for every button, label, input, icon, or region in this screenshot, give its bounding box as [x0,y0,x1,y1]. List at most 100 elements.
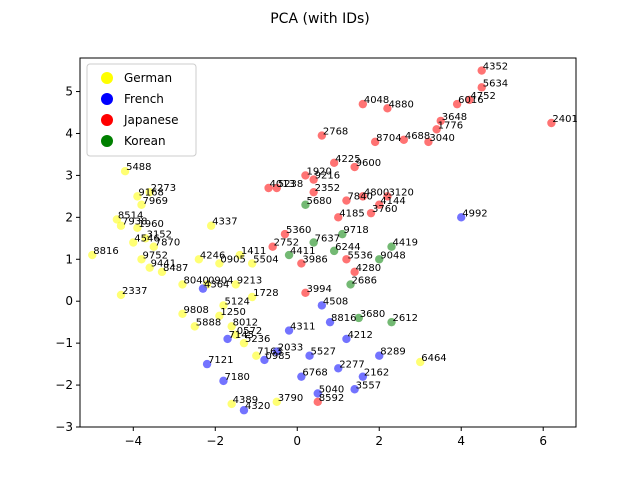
data-point [133,192,142,201]
point-label: 8816 [331,313,356,324]
data-point [424,137,433,147]
data-point [452,99,462,109]
point-label: 8704 [376,133,401,144]
point-label: 7870 [155,238,180,249]
point-label: 5527 [311,347,336,358]
point-label: 6244 [335,242,360,253]
data-point [272,397,281,407]
point-label: 4364 [204,280,229,291]
point-label: 1728 [253,288,278,299]
data-point [325,317,335,327]
data-point [297,372,306,381]
data-point [280,229,290,239]
data-point [202,359,212,369]
point-label: 5634 [483,78,508,89]
point-label: 3680 [360,309,385,320]
data-point [247,292,257,302]
data-point [227,399,236,409]
data-point [231,280,240,289]
data-point [223,334,232,344]
data-point [297,259,306,268]
data-point [178,280,187,289]
data-point [465,95,474,105]
data-point [334,213,343,222]
data-point [194,255,204,264]
point-label: 8012 [233,317,258,328]
point-label: 2277 [339,359,364,370]
data-point [198,284,208,293]
point-label: 3648 [442,112,467,123]
data-point [354,313,363,323]
point-label: 6768 [302,368,327,379]
point-label: 4688 [405,131,430,142]
point-label: 0905 [220,254,245,265]
data-point [375,200,384,209]
data-point [309,175,318,184]
point-label: 3557 [356,380,381,391]
point-label: 1411 [241,246,266,257]
point-label: 7145 [229,330,254,341]
y-tick-label: −2 [55,378,73,392]
point-label: 5680 [306,196,331,207]
data-point [206,221,216,230]
point-label: 9808 [183,305,208,316]
data-point [342,196,351,205]
point-label: 8040 [183,275,208,286]
x-tick-label: 6 [539,434,547,448]
data-point [342,334,351,344]
data-point [416,357,425,367]
data-point [375,351,384,360]
point-label: 3152 [147,229,172,240]
data-point [137,200,146,209]
data-point [157,267,167,277]
data-point [133,223,142,233]
point-label: 9600 [356,158,381,169]
data-point [301,288,310,298]
point-label: 0985 [265,351,290,362]
point-label: 4800 [364,187,389,198]
point-label: 2162 [364,368,389,379]
data-point [358,192,368,201]
data-point [358,372,368,381]
point-label: 7637 [315,234,340,245]
point-label: 4320 [245,401,270,412]
point-label: 4048 [364,95,389,106]
point-label: 9213 [237,275,262,286]
point-label: 4212 [347,330,372,341]
point-label: 4508 [323,296,348,307]
point-label: 7180 [224,372,249,383]
data-point [346,280,355,289]
y-tick-label: −1 [55,336,73,350]
x-axis: −4 −2 0 2 4 6 [124,427,547,448]
point-label: 5488 [126,162,151,173]
data-point [334,364,343,373]
data-point [313,397,322,407]
point-label: 9216 [315,171,340,182]
point-label: 5536 [347,250,372,261]
data-point [342,255,351,264]
data-point [387,317,396,327]
data-point [350,162,359,172]
y-tick-label: 3 [65,168,73,182]
point-label: 2273 [151,183,176,194]
point-label: 7840 [347,192,372,203]
data-point [272,347,281,356]
data-point [350,267,359,277]
point-label: 6464 [421,353,446,364]
chart-title: PCA (with IDs) [270,11,370,27]
data-point [399,135,409,144]
data-point [145,187,154,197]
data-point [383,192,392,201]
legend-entry-label: Japanese [123,113,179,127]
data-point [268,242,277,251]
point-label: 2352 [315,183,340,194]
point-label: 7938 [122,217,147,228]
point-label: 3790 [278,393,303,404]
legend-marker [101,114,113,126]
data-point [375,255,384,264]
point-label: 7969 [142,196,167,207]
data-point [284,326,294,335]
data-point [370,137,380,147]
